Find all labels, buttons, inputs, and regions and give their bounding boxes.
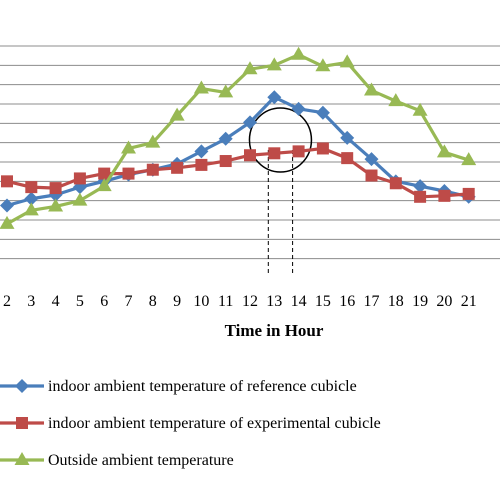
series-3	[0, 46, 477, 229]
x-tick-label: 9	[173, 293, 181, 310]
data-point	[315, 105, 330, 120]
legend-swatch-marker	[16, 417, 28, 429]
legend-swatch-marker	[14, 452, 30, 465]
x-tick-label: 10	[193, 293, 209, 310]
data-point	[341, 152, 354, 165]
data-point	[365, 169, 378, 182]
series-line	[6, 53, 470, 226]
data-point	[73, 172, 86, 185]
x-tick-label: 18	[388, 293, 404, 310]
x-tick-label: 17	[364, 293, 380, 310]
data-point	[388, 93, 404, 107]
data-point	[340, 130, 355, 145]
data-point	[291, 46, 307, 60]
x-tick-label: 16	[339, 293, 355, 310]
data-point	[0, 198, 14, 213]
legend-item-3: Outside ambient temperature	[0, 452, 234, 469]
data-point	[267, 90, 282, 105]
highlight-annotation	[248, 107, 313, 276]
data-point	[0, 215, 15, 229]
data-point	[242, 61, 258, 75]
x-tick-label: 7	[125, 293, 133, 310]
data-point	[218, 84, 234, 98]
data-point	[244, 149, 256, 162]
legend-label: Outside ambient temperature	[48, 452, 234, 469]
data-point	[1, 175, 13, 188]
x-tick-label: 6	[100, 293, 108, 310]
data-point	[413, 179, 428, 194]
series-2	[1, 142, 475, 203]
x-tick-label: 14	[291, 293, 307, 310]
data-point	[122, 167, 135, 180]
x-tick-labels: 2 3 4 5 6 7 8 9 10 11 12 13 14 15 16 17 18 19 20 21	[3, 293, 477, 310]
data-point	[98, 167, 111, 180]
x-tick-label: 11	[218, 293, 233, 310]
highlight-circle	[248, 107, 313, 173]
data-point	[364, 152, 379, 167]
data-point	[292, 145, 305, 158]
x-tick-label: 5	[76, 293, 84, 310]
data-point	[121, 140, 136, 154]
x-tick-label: 15	[315, 293, 331, 310]
x-tick-label: 2	[3, 293, 11, 310]
data-point	[461, 152, 477, 166]
legend-label: indoor ambient temperature of reference …	[48, 378, 357, 395]
legend: indoor ambient temperature of reference …	[0, 378, 381, 469]
legend-swatch-marker	[15, 379, 29, 393]
data-point	[266, 57, 282, 71]
x-tick-label: 8	[149, 293, 157, 310]
data-point	[438, 189, 451, 202]
legend-item-2: indoor ambient temperature of experiment…	[0, 415, 381, 432]
x-tick-label: 12	[242, 293, 258, 310]
data-point	[243, 115, 257, 130]
data-point	[291, 101, 306, 116]
data-point	[219, 155, 232, 168]
data-point	[96, 178, 112, 192]
x-tick-label: 13	[266, 293, 282, 310]
data-point	[25, 181, 38, 194]
data-point	[49, 182, 62, 195]
legend-item-1: indoor ambient temperature of reference …	[0, 378, 357, 395]
data-point	[193, 80, 209, 94]
data-point	[339, 54, 355, 68]
data-point	[169, 107, 185, 121]
legend-label: indoor ambient temperature of experiment…	[48, 415, 381, 432]
series-lines	[0, 46, 477, 229]
data-point	[195, 158, 208, 171]
data-point	[412, 102, 428, 116]
x-axis-title: Time in Hour	[225, 321, 324, 340]
x-tick-label: 3	[27, 293, 35, 310]
data-point	[462, 187, 475, 200]
data-point	[48, 198, 64, 212]
data-point	[171, 161, 184, 174]
x-tick-label: 20	[436, 293, 452, 310]
data-point	[364, 82, 379, 96]
x-tick-label: 4	[52, 293, 60, 310]
data-point	[436, 144, 452, 158]
data-point	[389, 177, 402, 190]
data-point	[146, 163, 159, 176]
data-point	[23, 202, 39, 216]
data-point	[316, 142, 329, 155]
data-point	[315, 58, 331, 72]
data-point	[145, 134, 161, 148]
data-point	[24, 191, 39, 206]
data-point	[72, 192, 88, 206]
data-point	[414, 190, 427, 203]
series-1	[0, 90, 476, 213]
x-tick-label: 21	[461, 293, 477, 310]
x-tick-label: 19	[412, 293, 428, 310]
data-point	[194, 144, 209, 159]
data-point	[268, 147, 281, 160]
gridlines	[0, 45, 500, 260]
data-point	[218, 131, 233, 146]
